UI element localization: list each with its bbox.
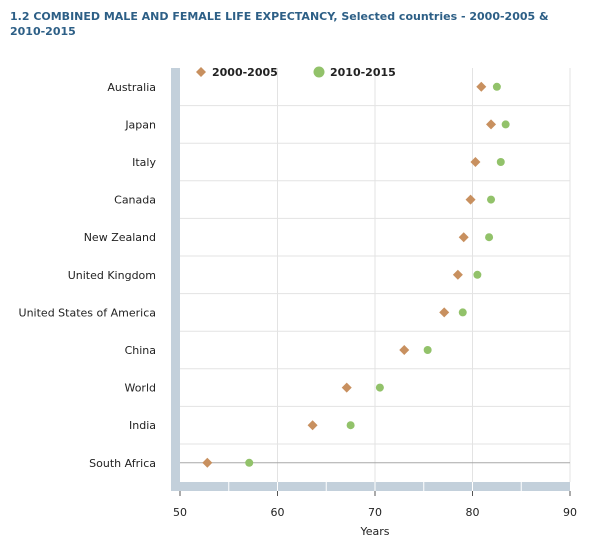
y-axis-wall bbox=[171, 68, 180, 491]
legend-marker-diamond bbox=[196, 67, 206, 77]
x-tick-labels: 50 60 70 80 90 bbox=[173, 506, 577, 519]
category-label: Italy bbox=[132, 156, 156, 169]
category-label: New Zealand bbox=[84, 231, 156, 244]
category-label: United Kingdom bbox=[68, 269, 156, 282]
category-label: India bbox=[129, 419, 156, 432]
data-point-diamond bbox=[465, 194, 476, 205]
data-point-circle bbox=[346, 421, 355, 430]
data-point-diamond bbox=[486, 119, 497, 130]
data-point-diamond bbox=[307, 420, 318, 431]
category-labels: Australia Japan Italy Canada New Zealand Unit… bbox=[19, 81, 157, 470]
category-label: United States of America bbox=[19, 306, 156, 319]
data-point-diamond bbox=[399, 345, 410, 355]
data-point-circle bbox=[492, 82, 501, 91]
data-point-diamond bbox=[202, 457, 213, 468]
data-point-diamond bbox=[476, 81, 487, 92]
data-point-circle bbox=[375, 383, 384, 392]
axes bbox=[171, 68, 571, 496]
data-point-circle bbox=[501, 120, 510, 129]
chart-title: 1.2 COMBINED MALE AND FEMALE LIFE EXPECT… bbox=[10, 10, 549, 38]
category-label: Japan bbox=[124, 118, 156, 131]
legend: 2000-2005 2010-2015 bbox=[196, 66, 396, 79]
data-point-circle bbox=[473, 270, 482, 279]
data-point-circle bbox=[496, 158, 505, 166]
x-tick-label: 70 bbox=[368, 506, 382, 519]
gridlines bbox=[180, 68, 571, 482]
x-tick-label: 90 bbox=[563, 506, 577, 519]
category-label: China bbox=[125, 344, 156, 357]
legend-label: 2000-2005 bbox=[212, 66, 278, 79]
x-axis-floor bbox=[171, 482, 570, 491]
category-label: Australia bbox=[107, 81, 156, 94]
legend-marker-circle bbox=[313, 66, 325, 78]
x-tick-label: 50 bbox=[173, 506, 187, 519]
legend-label: 2010-2015 bbox=[330, 66, 396, 79]
x-axis-title: Years bbox=[359, 525, 389, 538]
data-point-diamond bbox=[458, 232, 469, 243]
data-point-diamond bbox=[470, 157, 481, 167]
data-point-diamond bbox=[452, 269, 463, 280]
category-label: Canada bbox=[114, 194, 156, 207]
data-point-circle bbox=[458, 308, 467, 317]
data-markers bbox=[202, 81, 510, 468]
data-point-diamond bbox=[341, 382, 352, 393]
data-point-circle bbox=[487, 195, 496, 204]
category-label: South Africa bbox=[89, 457, 156, 470]
data-point-circle bbox=[245, 458, 254, 467]
x-tick-label: 80 bbox=[466, 506, 480, 519]
data-point-circle bbox=[423, 346, 432, 354]
x-tick-label: 60 bbox=[271, 506, 285, 519]
data-point-diamond bbox=[439, 307, 450, 318]
data-point-circle bbox=[485, 233, 494, 242]
category-label: World bbox=[124, 382, 156, 395]
